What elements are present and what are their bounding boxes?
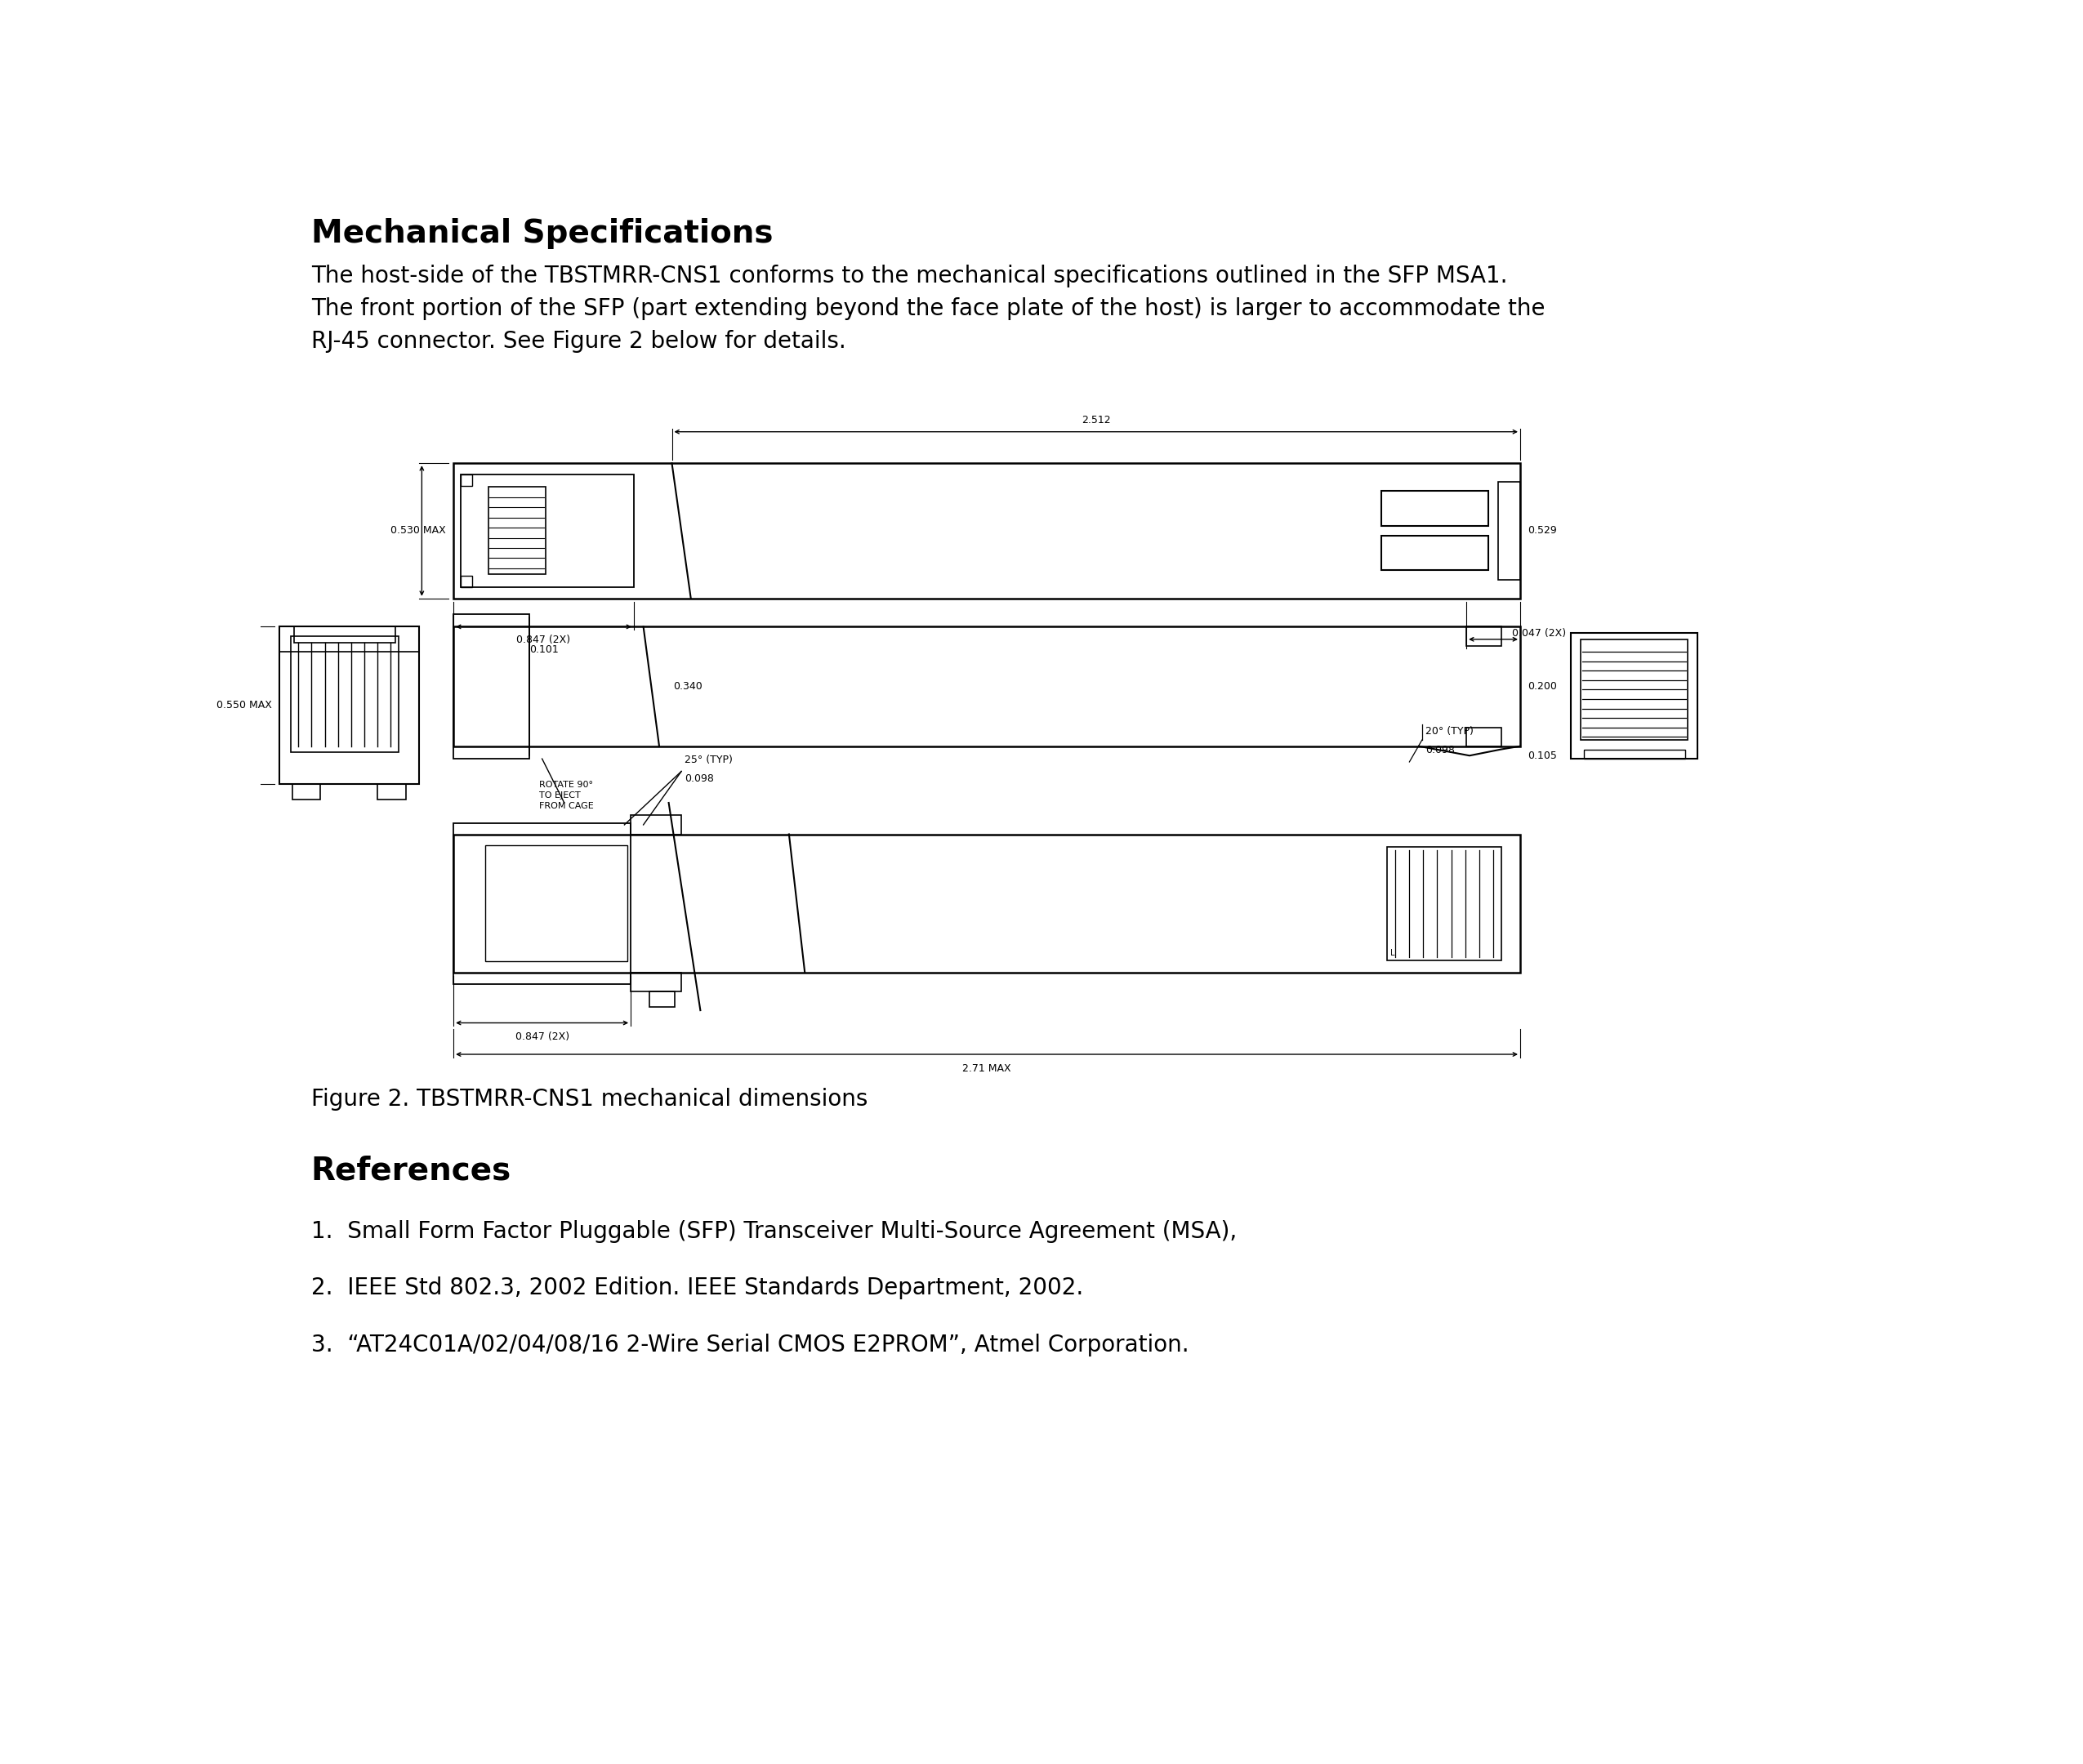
Bar — [487, 487, 546, 575]
Bar — [454, 822, 631, 984]
Bar — [1581, 639, 1687, 739]
Bar — [292, 783, 321, 799]
Bar — [460, 475, 633, 587]
Text: 0.047 (2X): 0.047 (2X) — [1512, 628, 1566, 639]
Bar — [1387, 847, 1502, 960]
Bar — [1381, 536, 1489, 570]
Bar — [279, 626, 419, 783]
Bar — [631, 972, 681, 991]
Bar — [1583, 750, 1685, 759]
Bar — [460, 475, 473, 485]
Bar — [454, 834, 1521, 972]
Bar — [1498, 482, 1521, 580]
Bar — [650, 991, 675, 1007]
Text: 0.550 MAX: 0.550 MAX — [217, 700, 271, 711]
Text: 2.512: 2.512 — [1081, 415, 1110, 425]
Text: 20° (TYP): 20° (TYP) — [1425, 727, 1473, 737]
Text: 2.71 MAX: 2.71 MAX — [962, 1064, 1010, 1074]
Bar — [294, 626, 396, 642]
Bar — [377, 783, 406, 799]
Bar — [631, 815, 681, 834]
Text: Mechanical Specifications: Mechanical Specifications — [310, 219, 773, 249]
Text: The front portion of the SFP (part extending beyond the face plate of the host) : The front portion of the SFP (part exten… — [310, 296, 1546, 319]
Bar — [454, 614, 529, 759]
Text: 2.  IEEE Std 802.3, 2002 Edition. IEEE Standards Department, 2002.: 2. IEEE Std 802.3, 2002 Edition. IEEE St… — [310, 1277, 1083, 1300]
Bar — [1571, 633, 1698, 759]
Bar — [1466, 626, 1502, 646]
Text: RJ-45 connector. See Figure 2 below for details.: RJ-45 connector. See Figure 2 below for … — [310, 330, 846, 353]
Text: 0.101: 0.101 — [529, 644, 558, 654]
Text: The host-side of the TBSTMRR-CNS1 conforms to the mechanical specifications outl: The host-side of the TBSTMRR-CNS1 confor… — [310, 265, 1508, 288]
Text: 0.847 (2X): 0.847 (2X) — [515, 1032, 569, 1043]
Bar — [292, 637, 398, 753]
Text: ROTATE 90°
TO EJECT
FROM CAGE: ROTATE 90° TO EJECT FROM CAGE — [539, 781, 594, 810]
Bar — [460, 575, 473, 587]
Text: 0.098: 0.098 — [1425, 744, 1454, 755]
Bar — [485, 845, 627, 961]
Text: References: References — [310, 1155, 510, 1187]
Text: Figure 2. TBSTMRR-CNS1 mechanical dimensions: Figure 2. TBSTMRR-CNS1 mechanical dimens… — [310, 1088, 869, 1111]
Text: 0.847 (2X): 0.847 (2X) — [517, 635, 571, 646]
Text: 0.200: 0.200 — [1527, 681, 1558, 691]
Bar — [454, 464, 1521, 598]
Text: 0.530 MAX: 0.530 MAX — [390, 526, 446, 536]
Text: 0.529: 0.529 — [1527, 526, 1556, 536]
Text: 1.  Small Form Factor Pluggable (SFP) Transceiver Multi-Source Agreement (MSA),: 1. Small Form Factor Pluggable (SFP) Tra… — [310, 1221, 1237, 1244]
Text: L: L — [1391, 949, 1396, 956]
Bar — [1381, 490, 1489, 526]
Text: 25° (TYP): 25° (TYP) — [685, 755, 733, 766]
Text: 3.  “AT24C01A/02/04/08/16 2-Wire Serial CMOS E2PROM”, Atmel Corporation.: 3. “AT24C01A/02/04/08/16 2-Wire Serial C… — [310, 1334, 1189, 1357]
Text: 0.098: 0.098 — [685, 773, 714, 783]
Text: 0.340: 0.340 — [673, 681, 702, 691]
Text: 0.105: 0.105 — [1527, 750, 1558, 760]
Bar — [1466, 727, 1502, 746]
Bar — [454, 626, 1521, 746]
